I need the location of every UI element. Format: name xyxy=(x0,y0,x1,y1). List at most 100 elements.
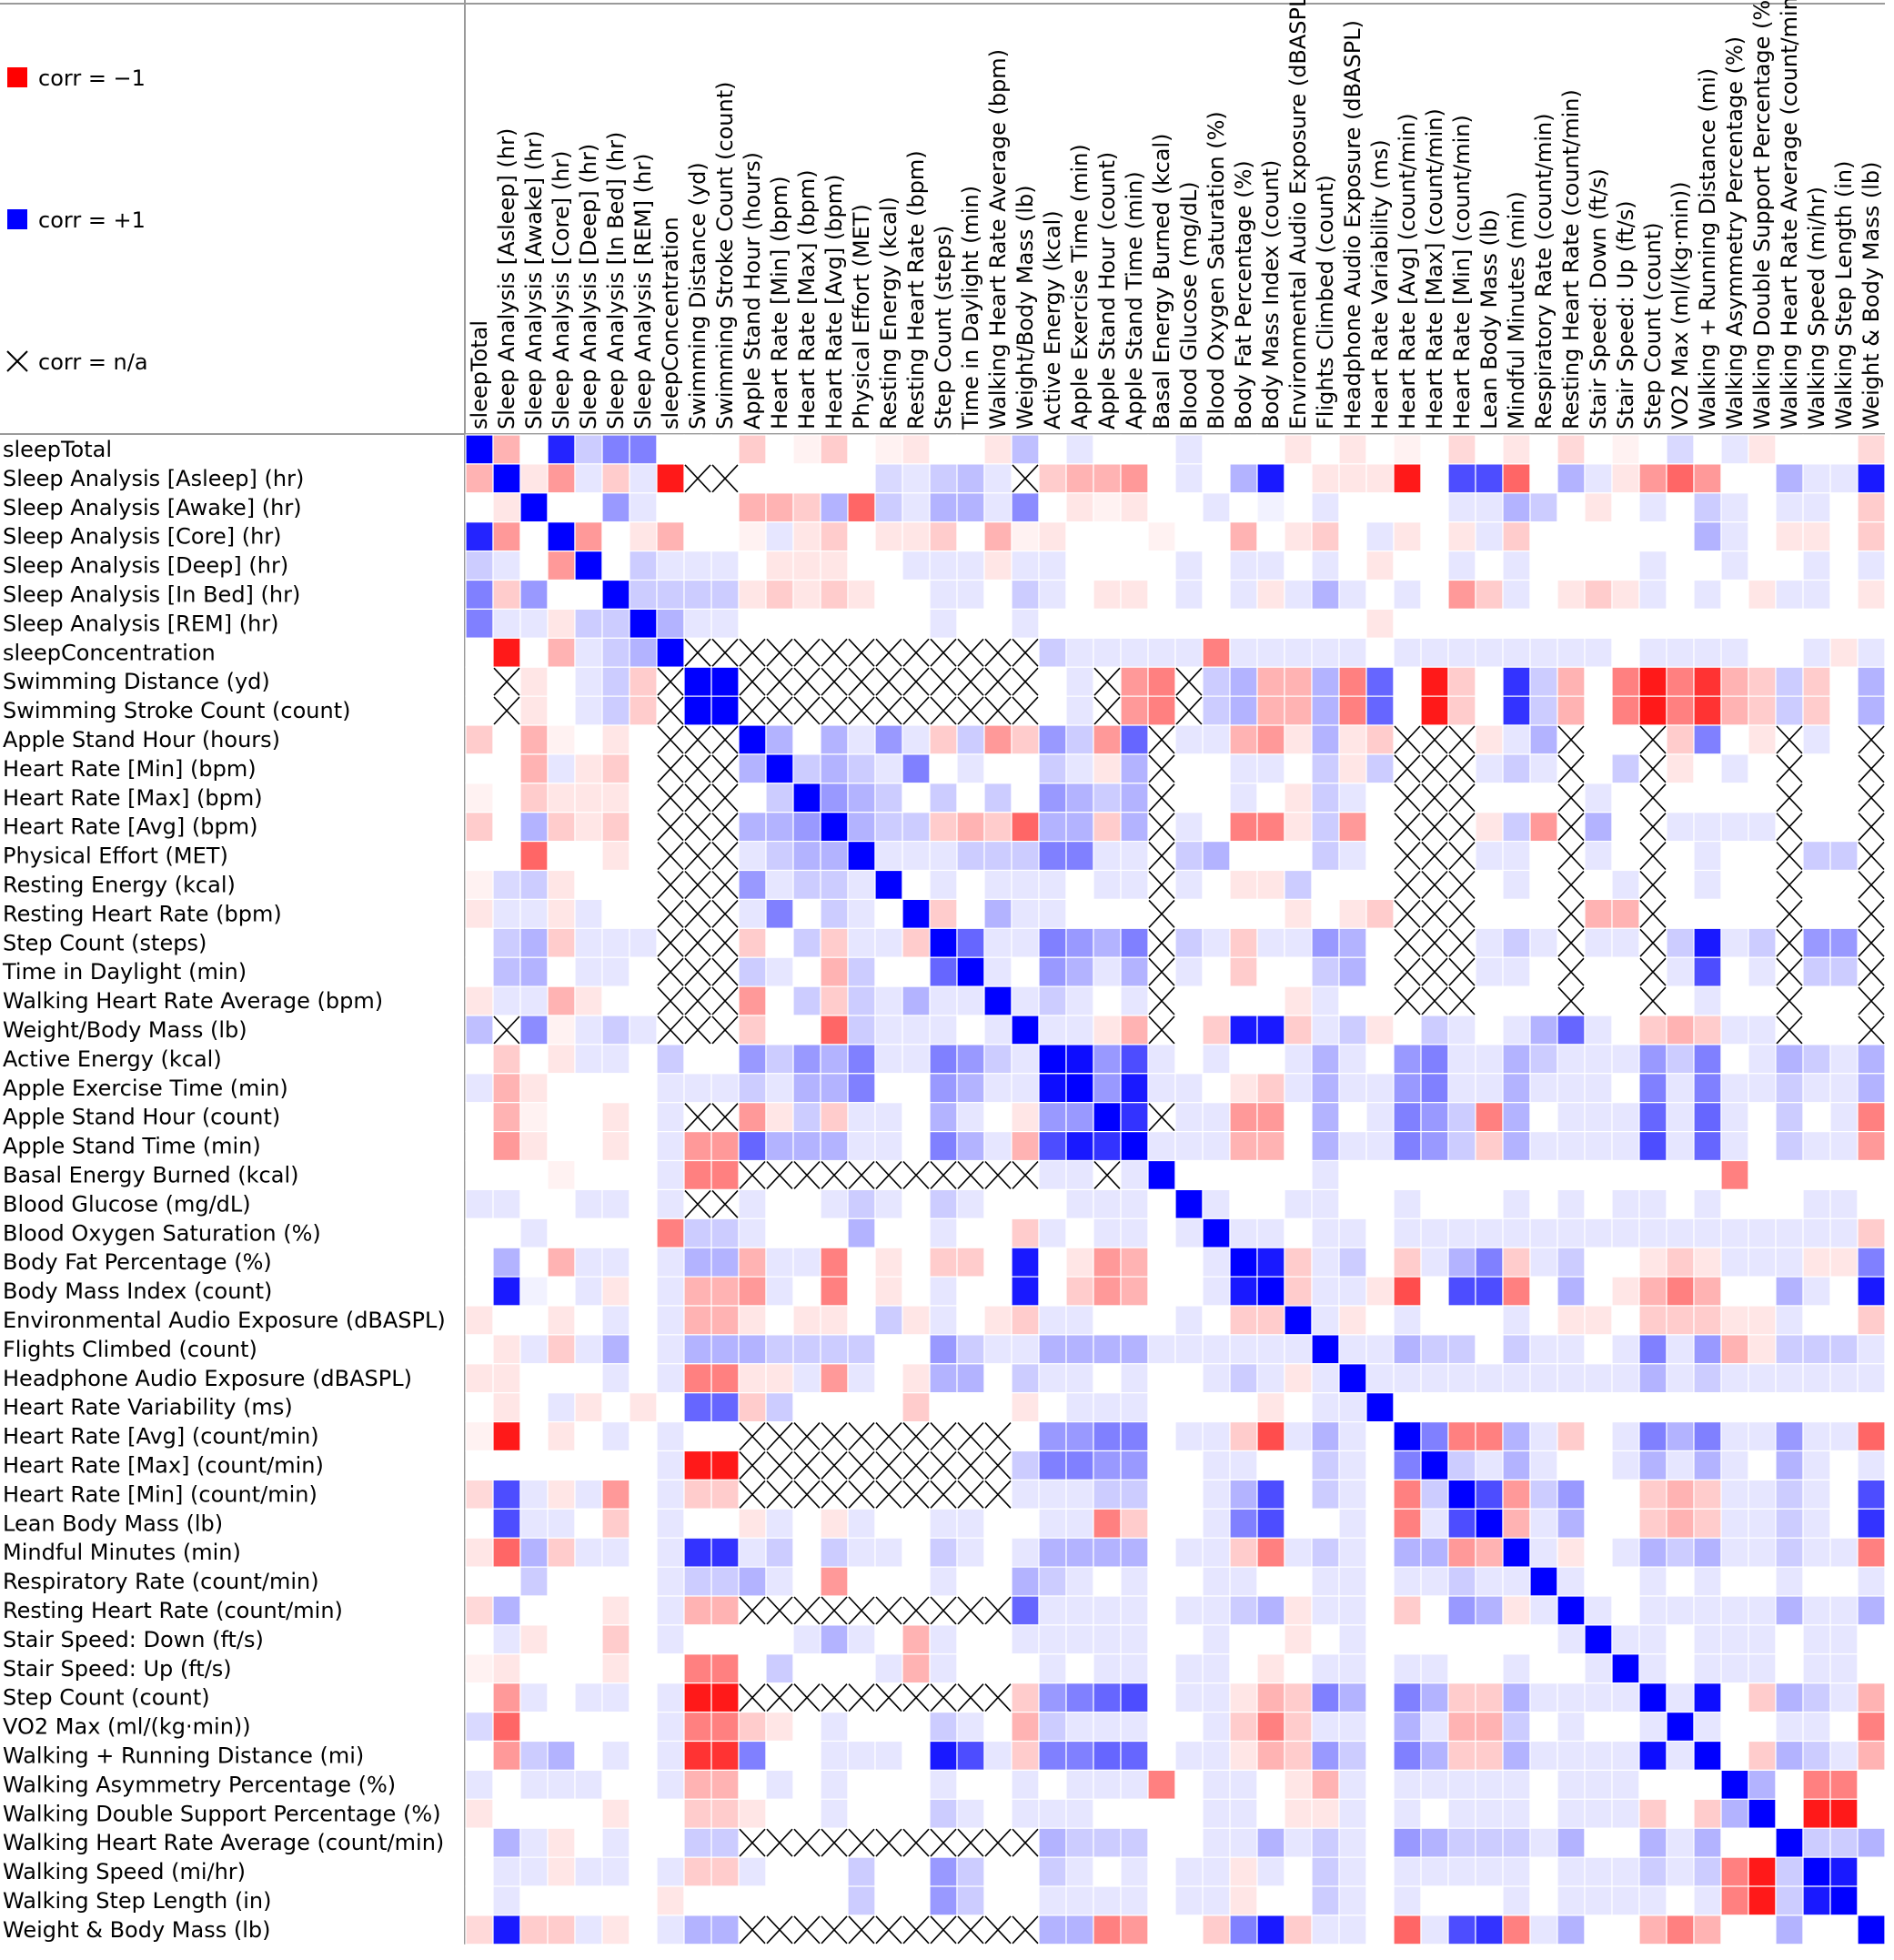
heatmap-cell xyxy=(983,1305,1012,1336)
heatmap-cell xyxy=(710,1740,740,1771)
heatmap-cell xyxy=(656,1334,685,1365)
heatmap-cell xyxy=(1256,869,1285,900)
heatmap-cell xyxy=(1775,1247,1804,1278)
heatmap-cell xyxy=(1748,753,1777,784)
heatmap-cell xyxy=(465,1537,494,1568)
heatmap-cell xyxy=(820,1073,849,1104)
heatmap-cell xyxy=(792,1885,821,1916)
heatmap-cell xyxy=(1475,1740,1504,1771)
heatmap-cell xyxy=(1338,608,1367,639)
heatmap-cell xyxy=(465,1740,494,1771)
heatmap-cell xyxy=(1475,1276,1504,1307)
heatmap-cell xyxy=(792,724,821,755)
heatmap-cell xyxy=(1611,434,1640,465)
heatmap-cell xyxy=(1502,1305,1531,1336)
heatmap-cell xyxy=(1256,840,1285,872)
heatmap-cell xyxy=(1038,608,1067,639)
heatmap-cell xyxy=(1502,1711,1531,1743)
heatmap-cell xyxy=(874,1653,903,1684)
heatmap-cell xyxy=(1529,695,1558,726)
heatmap-cell xyxy=(1475,1769,1504,1800)
heatmap-cell xyxy=(1775,1740,1804,1771)
heatmap-cell xyxy=(683,1247,712,1278)
heatmap-cell-na xyxy=(983,1479,1012,1510)
heatmap-cell xyxy=(1611,783,1640,813)
heatmap-cell xyxy=(1829,1102,1859,1133)
heatmap-cell-na xyxy=(710,783,740,813)
heatmap-cell xyxy=(1284,1508,1313,1539)
heatmap-cell xyxy=(820,1044,849,1075)
heatmap-cell xyxy=(983,1217,1012,1248)
heatmap-cell xyxy=(1202,1856,1231,1887)
heatmap-cell xyxy=(956,1334,985,1365)
heatmap-cell xyxy=(1666,550,1695,581)
heatmap-cell xyxy=(1693,869,1722,900)
heatmap-cell xyxy=(1748,956,1777,987)
heatmap-cell xyxy=(956,1885,985,1916)
heatmap-cell xyxy=(1475,1798,1504,1829)
heatmap-cell xyxy=(1202,840,1231,872)
heatmap-cell-na xyxy=(765,695,794,726)
heatmap-cell xyxy=(1256,1159,1285,1190)
heatmap-cell xyxy=(465,1247,494,1278)
heatmap-cell xyxy=(1256,1508,1285,1539)
heatmap-cell xyxy=(710,1305,740,1336)
heatmap-cell xyxy=(1365,1479,1395,1510)
heatmap-cell xyxy=(1393,1015,1422,1046)
heatmap-cell xyxy=(1284,1653,1313,1684)
heatmap-cell xyxy=(547,1798,576,1829)
heatmap-cell xyxy=(656,1827,685,1858)
heatmap-cell xyxy=(1038,1188,1067,1219)
heatmap-cell xyxy=(1011,1305,1040,1336)
heatmap-cell xyxy=(1365,1682,1395,1713)
heatmap-cell xyxy=(629,1508,658,1539)
heatmap-cell xyxy=(1120,1769,1149,1800)
heatmap-cell xyxy=(1775,1508,1804,1539)
heatmap-cell xyxy=(1256,550,1285,581)
heatmap-cell xyxy=(601,1420,630,1452)
heatmap-cell xyxy=(710,1247,740,1278)
heatmap-cell xyxy=(1011,869,1040,900)
heatmap-cell xyxy=(1802,956,1831,987)
heatmap-cell xyxy=(465,550,494,581)
heatmap-cell xyxy=(683,521,712,552)
heatmap-cell xyxy=(1584,666,1613,697)
heatmap-cell xyxy=(1666,1595,1695,1626)
heatmap-cell xyxy=(1120,1885,1149,1916)
heatmap-cell xyxy=(1748,1624,1777,1655)
heatmap-cell xyxy=(1393,695,1422,726)
heatmap-cell xyxy=(1720,1276,1749,1307)
heatmap-cell xyxy=(1829,1508,1859,1539)
heatmap-cell xyxy=(1147,1624,1176,1655)
heatmap-cell xyxy=(519,1450,549,1480)
heatmap-cell xyxy=(1529,1159,1558,1190)
heatmap-cell xyxy=(738,492,767,523)
heatmap-cell xyxy=(1365,463,1395,494)
heatmap-cell xyxy=(1065,840,1094,872)
heatmap-cell xyxy=(1529,1508,1558,1539)
heatmap-cell xyxy=(1748,521,1777,552)
heatmap-cell xyxy=(820,1856,849,1887)
heatmap-cell xyxy=(874,985,903,1016)
row-label: sleepConcentration xyxy=(3,640,216,665)
heatmap-cell xyxy=(1011,521,1040,552)
heatmap-cell xyxy=(547,463,576,494)
heatmap-cell xyxy=(1120,1653,1149,1684)
heatmap-cell xyxy=(1311,1276,1340,1307)
heatmap-cell xyxy=(710,1885,740,1916)
heatmap-cell xyxy=(1256,434,1285,465)
heatmap-cell xyxy=(792,1508,821,1539)
heatmap-cell xyxy=(1557,1885,1586,1916)
heatmap-cell xyxy=(656,1624,685,1655)
heatmap-cell xyxy=(792,753,821,784)
heatmap-cell xyxy=(820,1653,849,1684)
heatmap-cell xyxy=(1447,1595,1476,1626)
heatmap-cell xyxy=(874,812,903,843)
heatmap-cell xyxy=(1202,1305,1231,1336)
heatmap-cell xyxy=(1038,1392,1067,1423)
heatmap-cell xyxy=(1584,927,1613,958)
heatmap-cell xyxy=(1447,1537,1476,1568)
heatmap-cell-na xyxy=(847,1421,876,1451)
heatmap-cell xyxy=(1720,1711,1749,1743)
heatmap-cell xyxy=(1447,1740,1476,1771)
